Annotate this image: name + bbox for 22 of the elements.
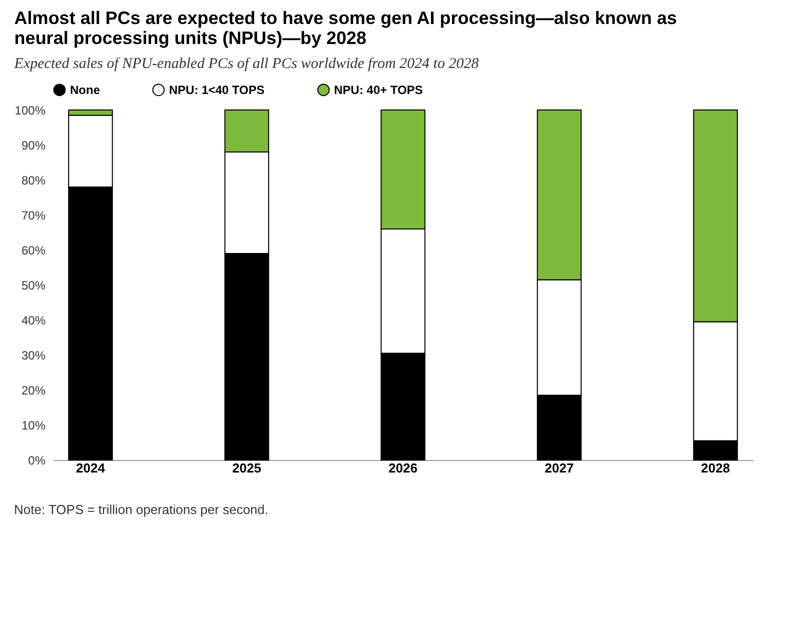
text: Note: TOPS = trillion operations per second. bbox=[14, 502, 270, 517]
x-tick-label: 2024 bbox=[76, 460, 106, 476]
y-tick-label: 60% bbox=[21, 244, 46, 258]
y-tick-label: 80% bbox=[21, 174, 46, 188]
x-tick-label: 2027 bbox=[544, 460, 574, 476]
y-tick-label: 20% bbox=[21, 384, 46, 398]
legend-label: NPU: 40+ TOPS bbox=[334, 82, 423, 97]
y-tick-label: 50% bbox=[21, 278, 46, 292]
y-tick-label: 90% bbox=[21, 138, 46, 152]
x-tick-label: 2028 bbox=[701, 460, 730, 476]
y-tick-label: 10% bbox=[21, 418, 46, 432]
y-tick-label: 30% bbox=[21, 348, 46, 362]
chart-title: Almost all PCs are expected to have some gen AI processing—also known as neural processing units (NPUs)—by 2028 bbox=[14, 8, 677, 48]
y-tick-label: 70% bbox=[21, 208, 46, 222]
x-tick-label: 2025 bbox=[232, 460, 262, 476]
y-tick-label: 40% bbox=[21, 314, 46, 328]
legend-label: NPU: 1<40 TOPS bbox=[169, 82, 264, 97]
chart-subtitle: Expected sales of NPU-enabled PCs of all PCs worldwide from 2024 to 2028 bbox=[13, 56, 480, 72]
x-tick-label: 2026 bbox=[388, 460, 418, 476]
y-tick-label: 100% bbox=[14, 104, 46, 118]
legend-label: None bbox=[70, 82, 100, 97]
y-tick-label: 0% bbox=[28, 454, 46, 468]
